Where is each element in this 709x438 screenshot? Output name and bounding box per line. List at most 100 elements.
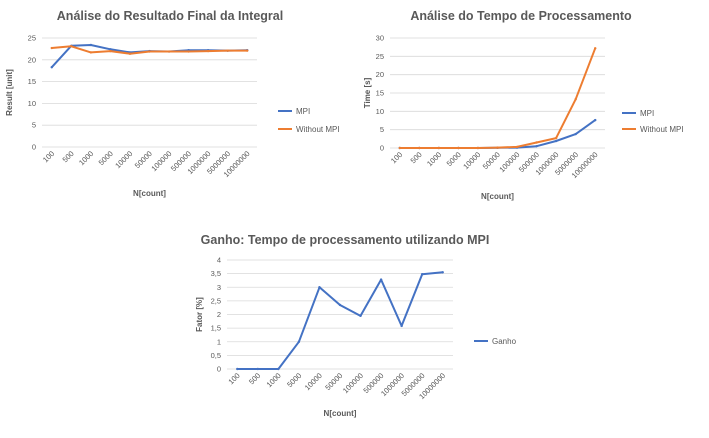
data-point [50,46,53,50]
data-point [594,47,597,50]
y-tick-label: 4 [217,256,221,265]
data-point [574,132,577,136]
y-tick-label: 1,5 [211,324,221,333]
y-axis-title: Result [unit] [5,69,14,116]
y-tick-label: 5 [380,125,384,134]
y-tick-label: 15 [28,77,36,86]
x-tick-label: 100 [389,150,404,165]
data-point [226,49,229,52]
y-tick-label: 20 [376,70,384,79]
x-tick-label: 100 [226,371,241,386]
x-axis-title: N[count] [481,192,514,201]
data-point [359,314,362,318]
y-tick-label: 10 [376,107,384,116]
legend-label: Without MPI [296,125,340,134]
x-tick-label: 10000 [303,371,324,392]
data-point [535,144,538,148]
x-tick-label: 1000 [265,371,283,389]
x-tick-label: 500 [409,150,424,165]
chart-1: Análise do Resultado Final da Integral 0 5… [5,9,340,198]
data-point [420,272,424,276]
legend-label: MPI [296,107,310,116]
y-tick-label: 0,5 [211,351,221,360]
data-point [496,146,499,149]
data-point [441,271,444,274]
data-point [277,367,280,371]
legend-label: Ganho [492,337,517,346]
y-tick-label: 3 [217,283,221,292]
x-tick-label: 500 [61,149,76,164]
y-tick-label: 25 [376,52,384,61]
y-tick-label: 5 [32,121,36,130]
y-tick-label: 2 [217,310,221,319]
chart-title: Análise do Resultado Final da Integral [57,9,283,23]
x-tick-label: 100 [41,149,56,164]
x-axis-title: N[count] [324,409,357,418]
legend-label: MPI [640,109,654,118]
x-tick-label: 10000 [461,150,482,171]
y-tick-label: 15 [376,89,384,98]
data-point [256,367,260,371]
y-tick-label: 0 [380,144,384,153]
data-point [400,324,403,328]
y-tick-label: 30 [376,34,384,43]
data-point [554,136,558,140]
y-tick-label: 10 [28,99,36,108]
y-axis-title: Fator [%] [195,297,204,332]
chart-2: Análise do Tempo de Processamento 0 5 10 15 2… [363,9,684,201]
data-point [398,146,401,150]
x-tick-label: 1000 [77,149,95,167]
x-tick-label: 10000 [113,149,134,170]
legend-label: Without MPI [640,125,684,134]
y-tick-label: 3,5 [211,269,221,278]
y-tick-label: 0 [217,365,221,374]
data-point [457,146,460,150]
x-tick-label: 500 [247,371,262,386]
data-point [128,52,132,55]
data-point [297,340,301,343]
series-line-1 [398,119,597,149]
data-point [206,49,210,53]
y-tick-label: 20 [28,55,36,64]
x-tick-label: 5000 [285,371,303,389]
chart-title: Análise do Tempo de Processamento [410,9,632,23]
x-tick-label: 5000 [445,150,463,168]
data-point [437,146,441,150]
x-axis-title: N[count] [133,189,166,198]
y-tick-label: 0 [32,143,36,152]
x-tick-label: 5000 [97,149,115,167]
x-tick-label: 1000 [425,150,443,168]
data-point [109,49,112,53]
series-line-2 [398,47,597,149]
data-point [148,50,151,53]
data-point [246,49,249,52]
chart-title: Ganho: Tempo de processamento utilizando… [201,233,490,247]
data-point [554,139,558,143]
data-point [594,118,597,122]
data-point [187,50,190,53]
x-tick-label: 100000 [497,150,521,174]
data-point [338,303,342,307]
data-point [476,146,480,150]
data-point [167,50,171,53]
data-point [379,278,383,281]
chart-3: Ganho: Tempo de processamento utilizando… [195,233,517,418]
x-tick-label: 100000 [341,371,365,395]
data-point [236,367,239,371]
series-line-1 [236,271,444,370]
data-point [70,45,73,48]
data-point [535,141,538,144]
data-point [109,48,112,51]
data-point [89,43,93,47]
y-tick-label: 1 [217,337,221,346]
data-point [89,51,93,54]
y-tick-label: 2,5 [211,296,221,305]
data-point [318,286,321,289]
data-point [574,98,577,101]
data-point [50,66,53,69]
y-axis-title: Time [s] [363,77,372,108]
x-tick-label: 100000 [149,149,173,173]
data-point [418,146,421,150]
